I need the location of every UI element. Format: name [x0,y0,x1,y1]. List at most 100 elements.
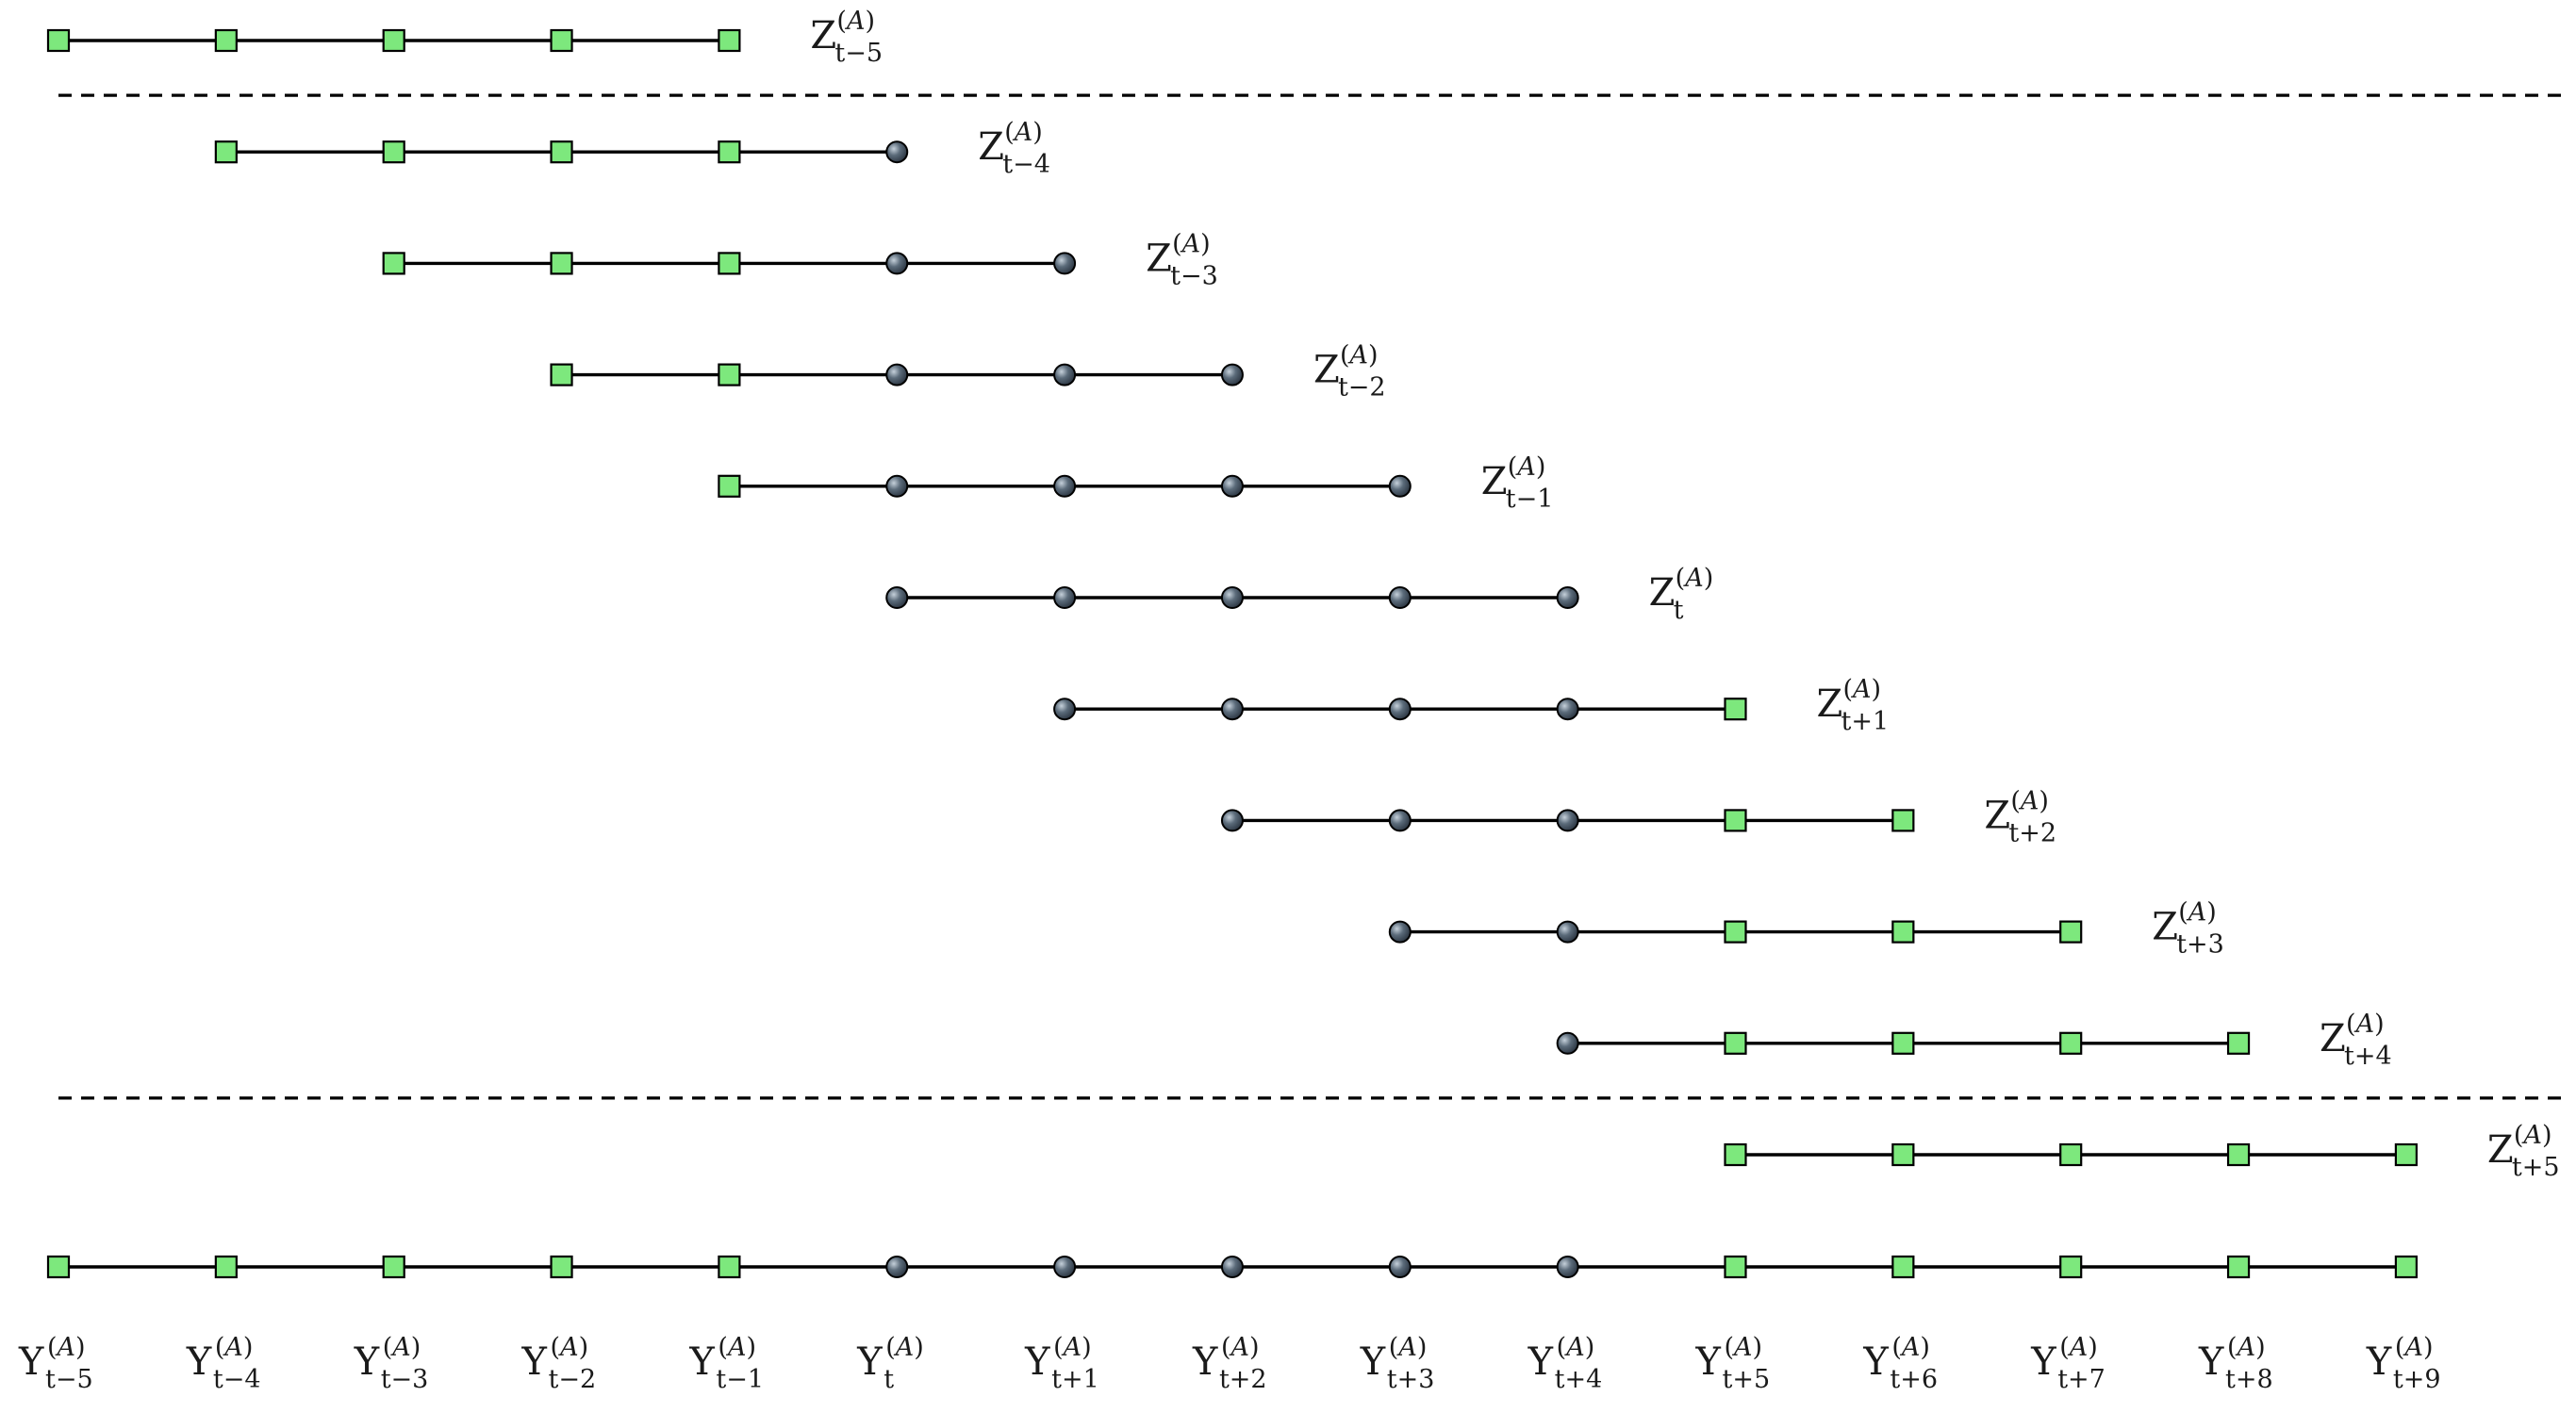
observed-node-icon [1724,920,1747,944]
label-superscript: (A) [1172,229,1211,258]
observed-node-icon [1891,920,1915,944]
label-superscript: (A) [1725,1333,1763,1362]
observed-node-icon [550,363,573,386]
observed-node-icon [214,140,238,164]
label-subscript: t+5 [1723,1365,1771,1394]
window-row: Z (A) t−5 [46,7,883,68]
label-superscript: (A) [718,1333,756,1362]
label-symbol: Y [18,1340,44,1384]
observed-node-icon [1891,1031,1915,1055]
observed-node-icon [718,140,741,164]
label-symbol: Z [1649,571,1676,615]
forecast-node-icon [1388,809,1412,832]
observed-node-icon [2394,1142,2418,1167]
forecast-node-icon [1556,920,1579,944]
forecast-node-icon [1556,1256,1579,1278]
forecast-node-icon [1388,698,1412,721]
observed-node-icon [2394,1255,2418,1279]
label-superscript: (A) [2010,786,2049,815]
label-subscript: t+7 [2057,1365,2105,1394]
label-subscript: t−5 [834,39,883,68]
observed-node-icon [718,252,741,275]
label-subscript: t−4 [1002,150,1050,179]
window-row: Z (A) t−2 [550,341,1386,403]
window-row: Z (A) t+2 [1220,786,2056,847]
forecast-node-icon [1220,1256,1244,1278]
label-symbol: Y [688,1340,715,1384]
window-rows: Z (A)t−5Z (A)t−4Z (A)t−3Z (A)t−2Z (A)t−1Z (A)t… [46,7,2560,1182]
label-subscript: t+1 [1051,1365,1099,1394]
bottom-series-label: Y (A) t−4 [186,1333,261,1394]
label-subscript: t−4 [213,1365,261,1394]
forecast-node-icon [1388,586,1412,609]
label-symbol: Z [2487,1128,2514,1172]
observed-node-icon [718,474,741,498]
label-symbol: Y [2030,1340,2056,1384]
label-symbol: Y [1024,1340,1050,1384]
observed-node-icon [382,140,405,164]
forecast-node-icon [1220,698,1244,721]
bottom-series-label: Y (A) t [856,1333,924,1394]
window-row: Z (A) t+4 [1556,1010,2392,1071]
forecast-node-icon [1053,586,1077,609]
forecast-node-icon [1388,1256,1412,1278]
row-label: Z (A) t+5 [2487,1121,2560,1182]
forecast-node-icon [1556,1031,1579,1055]
observed-node-icon [46,28,71,53]
label-symbol: Y [1527,1340,1554,1384]
bottom-series-labels: Y (A)t−5 Y (A)t−4 Y (A)t−3 Y (A)t−2 Y (A)t−1 Y (A)t… [18,1333,2441,1394]
row-label: Z (A) t−2 [1313,341,1386,403]
label-symbol: Y [354,1340,380,1384]
observed-node-icon [550,140,573,164]
observed-node-icon [1724,1142,1747,1167]
bottom-series-label: Y (A) t+1 [1024,1333,1099,1394]
label-symbol: Y [186,1340,212,1384]
observed-node-icon [2226,1031,2251,1055]
forecast-node-icon [1220,474,1244,498]
observed-node-icon [2059,920,2083,944]
observed-node-icon [1724,1255,1747,1279]
observed-node-icon [1724,698,1747,721]
window-row: Z (A) t+1 [1053,675,1889,736]
label-superscript: (A) [1508,452,1546,482]
bottom-series-label: Y (A) t−2 [521,1333,597,1394]
observed-node-icon [550,28,573,53]
label-subscript: t+8 [2225,1365,2273,1394]
label-superscript: (A) [1221,1333,1260,1362]
observed-node-icon [1724,1031,1747,1055]
label-subscript: t+4 [2344,1042,2392,1071]
window-row: Z (A) t−1 [718,452,1553,514]
bottom-series-label: Y (A) t+7 [2030,1333,2105,1394]
label-subscript: t+3 [1387,1365,1435,1394]
forecast-node-icon [885,1256,909,1278]
forecast-node-icon [1220,363,1244,386]
observed-node-icon [718,1255,741,1279]
label-subscript: t+2 [1219,1365,1267,1394]
label-superscript: (A) [215,1333,254,1362]
label-subscript: t [883,1365,894,1394]
bottom-series-label: Y (A) t+8 [2198,1333,2273,1394]
observed-node-icon [2059,1142,2083,1167]
forecast-node-icon [1220,586,1244,609]
bottom-series-label: Y (A) t+2 [1192,1333,1267,1394]
observed-node-icon [550,252,573,275]
window-row: Z (A) t+5 [1724,1121,2560,1182]
label-subscript: t−1 [1506,485,1554,514]
observed-node-icon [1891,809,1915,832]
label-subscript: t−2 [1338,373,1386,403]
observed-node-icon [2059,1031,2083,1055]
label-superscript: (A) [2059,1333,2098,1362]
forecast-node-icon [1556,698,1579,721]
row-label: Z (A) t−4 [978,118,1050,179]
label-subscript: t+5 [2512,1153,2560,1182]
forecast-node-icon [1053,474,1077,498]
observed-node-icon [1891,1142,1915,1167]
forecast-node-icon [885,586,909,609]
label-superscript: (A) [1053,1333,1092,1362]
forecast-node-icon [885,252,909,275]
row-label: Z (A) t−5 [810,7,883,68]
label-superscript: (A) [383,1333,421,1362]
bottom-series-label: Y (A) t+5 [1695,1333,1771,1394]
forecast-node-icon [1556,809,1579,832]
